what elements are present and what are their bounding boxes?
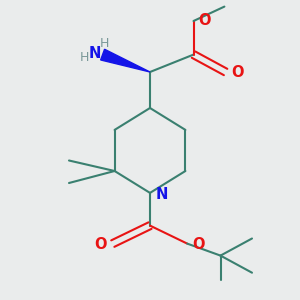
Text: H: H (79, 51, 89, 64)
Text: N: N (155, 187, 168, 202)
Text: O: O (192, 237, 205, 252)
Text: O: O (231, 65, 243, 80)
Text: O: O (94, 237, 107, 252)
Text: O: O (199, 13, 211, 28)
Text: N: N (89, 46, 101, 61)
Text: H: H (99, 37, 109, 50)
Polygon shape (100, 49, 150, 72)
